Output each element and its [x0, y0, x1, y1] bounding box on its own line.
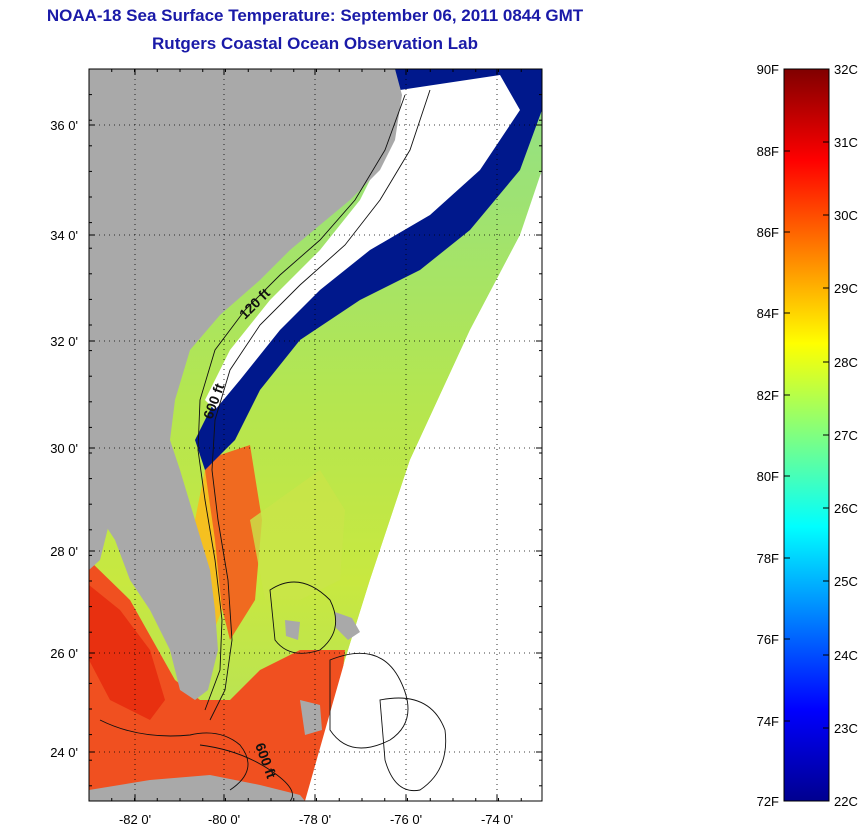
colorbar-f-label: 76F: [757, 632, 779, 647]
lon-tick-label: -74 0': [481, 812, 513, 827]
colorbar-c-label: 27C: [834, 428, 858, 443]
warm-water-south: [89, 560, 345, 801]
colorbar: 90F 88F 86F 84F 82F 80F 78F 76F 74F 72F …: [757, 62, 858, 809]
colorbar-f-label: 72F: [757, 794, 779, 809]
colorbar-f-label: 90F: [757, 62, 779, 77]
colorbar-c-label: 26C: [834, 501, 858, 516]
lat-tick-label: 30 0': [50, 441, 78, 456]
isobath-120ft: [197, 94, 406, 711]
isobath-keys: [99, 719, 249, 791]
title-line-1: NOAA-18 Sea Surface Temperature: Septemb…: [46, 6, 584, 25]
lon-tick-label: -76 0': [390, 812, 422, 827]
lat-tick-label: 34 0': [50, 228, 78, 243]
isobath-bahamas-b: [329, 652, 409, 749]
colorbar-f-label: 86F: [757, 225, 779, 240]
land-florida-panhandle: [89, 480, 110, 570]
colorbar-c-label: 30C: [834, 208, 858, 223]
lat-tick-label: 36 0': [50, 118, 78, 133]
isobath-straits: [199, 744, 293, 801]
mid-water-patch: [250, 470, 345, 600]
lon-tick-label: -78 0': [299, 812, 331, 827]
no-data-region: [305, 180, 542, 801]
land-cuba: [89, 775, 305, 801]
isobath-contours: [99, 89, 447, 801]
lat-tick-label: 28 0': [50, 544, 78, 559]
latitude-axis: 24 0' 26 0' 28 0' 30 0' 32 0' 34 0' 36 0…: [50, 118, 78, 760]
land-bahamas-1: [335, 612, 360, 640]
colorbar-f-label: 88F: [757, 144, 779, 159]
axis-tick-marks: [88, 68, 542, 801]
land-bahamas-3: [285, 620, 300, 640]
colorbar-c-label: 29C: [834, 281, 858, 296]
colorbar-c-label: 22C: [834, 794, 858, 809]
colorbar-c-label: 25C: [834, 574, 858, 589]
isobath-bahamas-a: [269, 581, 337, 654]
colorbar-f-label: 78F: [757, 551, 779, 566]
lon-tick-label: -80 0': [208, 812, 240, 827]
colorbar-f-label: 74F: [757, 714, 779, 729]
colorbar-c-label: 32C: [834, 62, 858, 77]
lon-tick-label: -82 0': [119, 812, 151, 827]
colorbar-f-label: 80F: [757, 469, 779, 484]
grid-lines: [89, 69, 542, 801]
colorbar-gradient: [784, 69, 829, 801]
lat-tick-label: 24 0': [50, 745, 78, 760]
land-mainland: [89, 69, 402, 700]
colorbar-f-label: 82F: [757, 388, 779, 403]
colorbar-c-label: 31C: [834, 135, 858, 150]
isobath-600ft: [209, 89, 431, 721]
longitude-axis: -82 0' -80 0' -78 0' -76 0' -74 0': [119, 812, 513, 827]
map-area: 120 ft 600 ft 600 ft: [89, 69, 542, 801]
lat-tick-label: 32 0': [50, 334, 78, 349]
colorbar-f-label: 84F: [757, 306, 779, 321]
colorbar-c-label: 23C: [834, 721, 858, 736]
colorbar-ticks: [784, 68, 829, 802]
isobath-bahamas-c: [379, 697, 447, 792]
land-bahamas-2: [300, 700, 322, 735]
title-line-2: Rutgers Coastal Ocean Observation Lab: [152, 34, 478, 53]
colorbar-c-label: 24C: [834, 648, 858, 663]
colorbar-c-label: 28C: [834, 355, 858, 370]
lat-tick-label: 26 0': [50, 646, 78, 661]
warm-water-gulf: [89, 585, 165, 720]
